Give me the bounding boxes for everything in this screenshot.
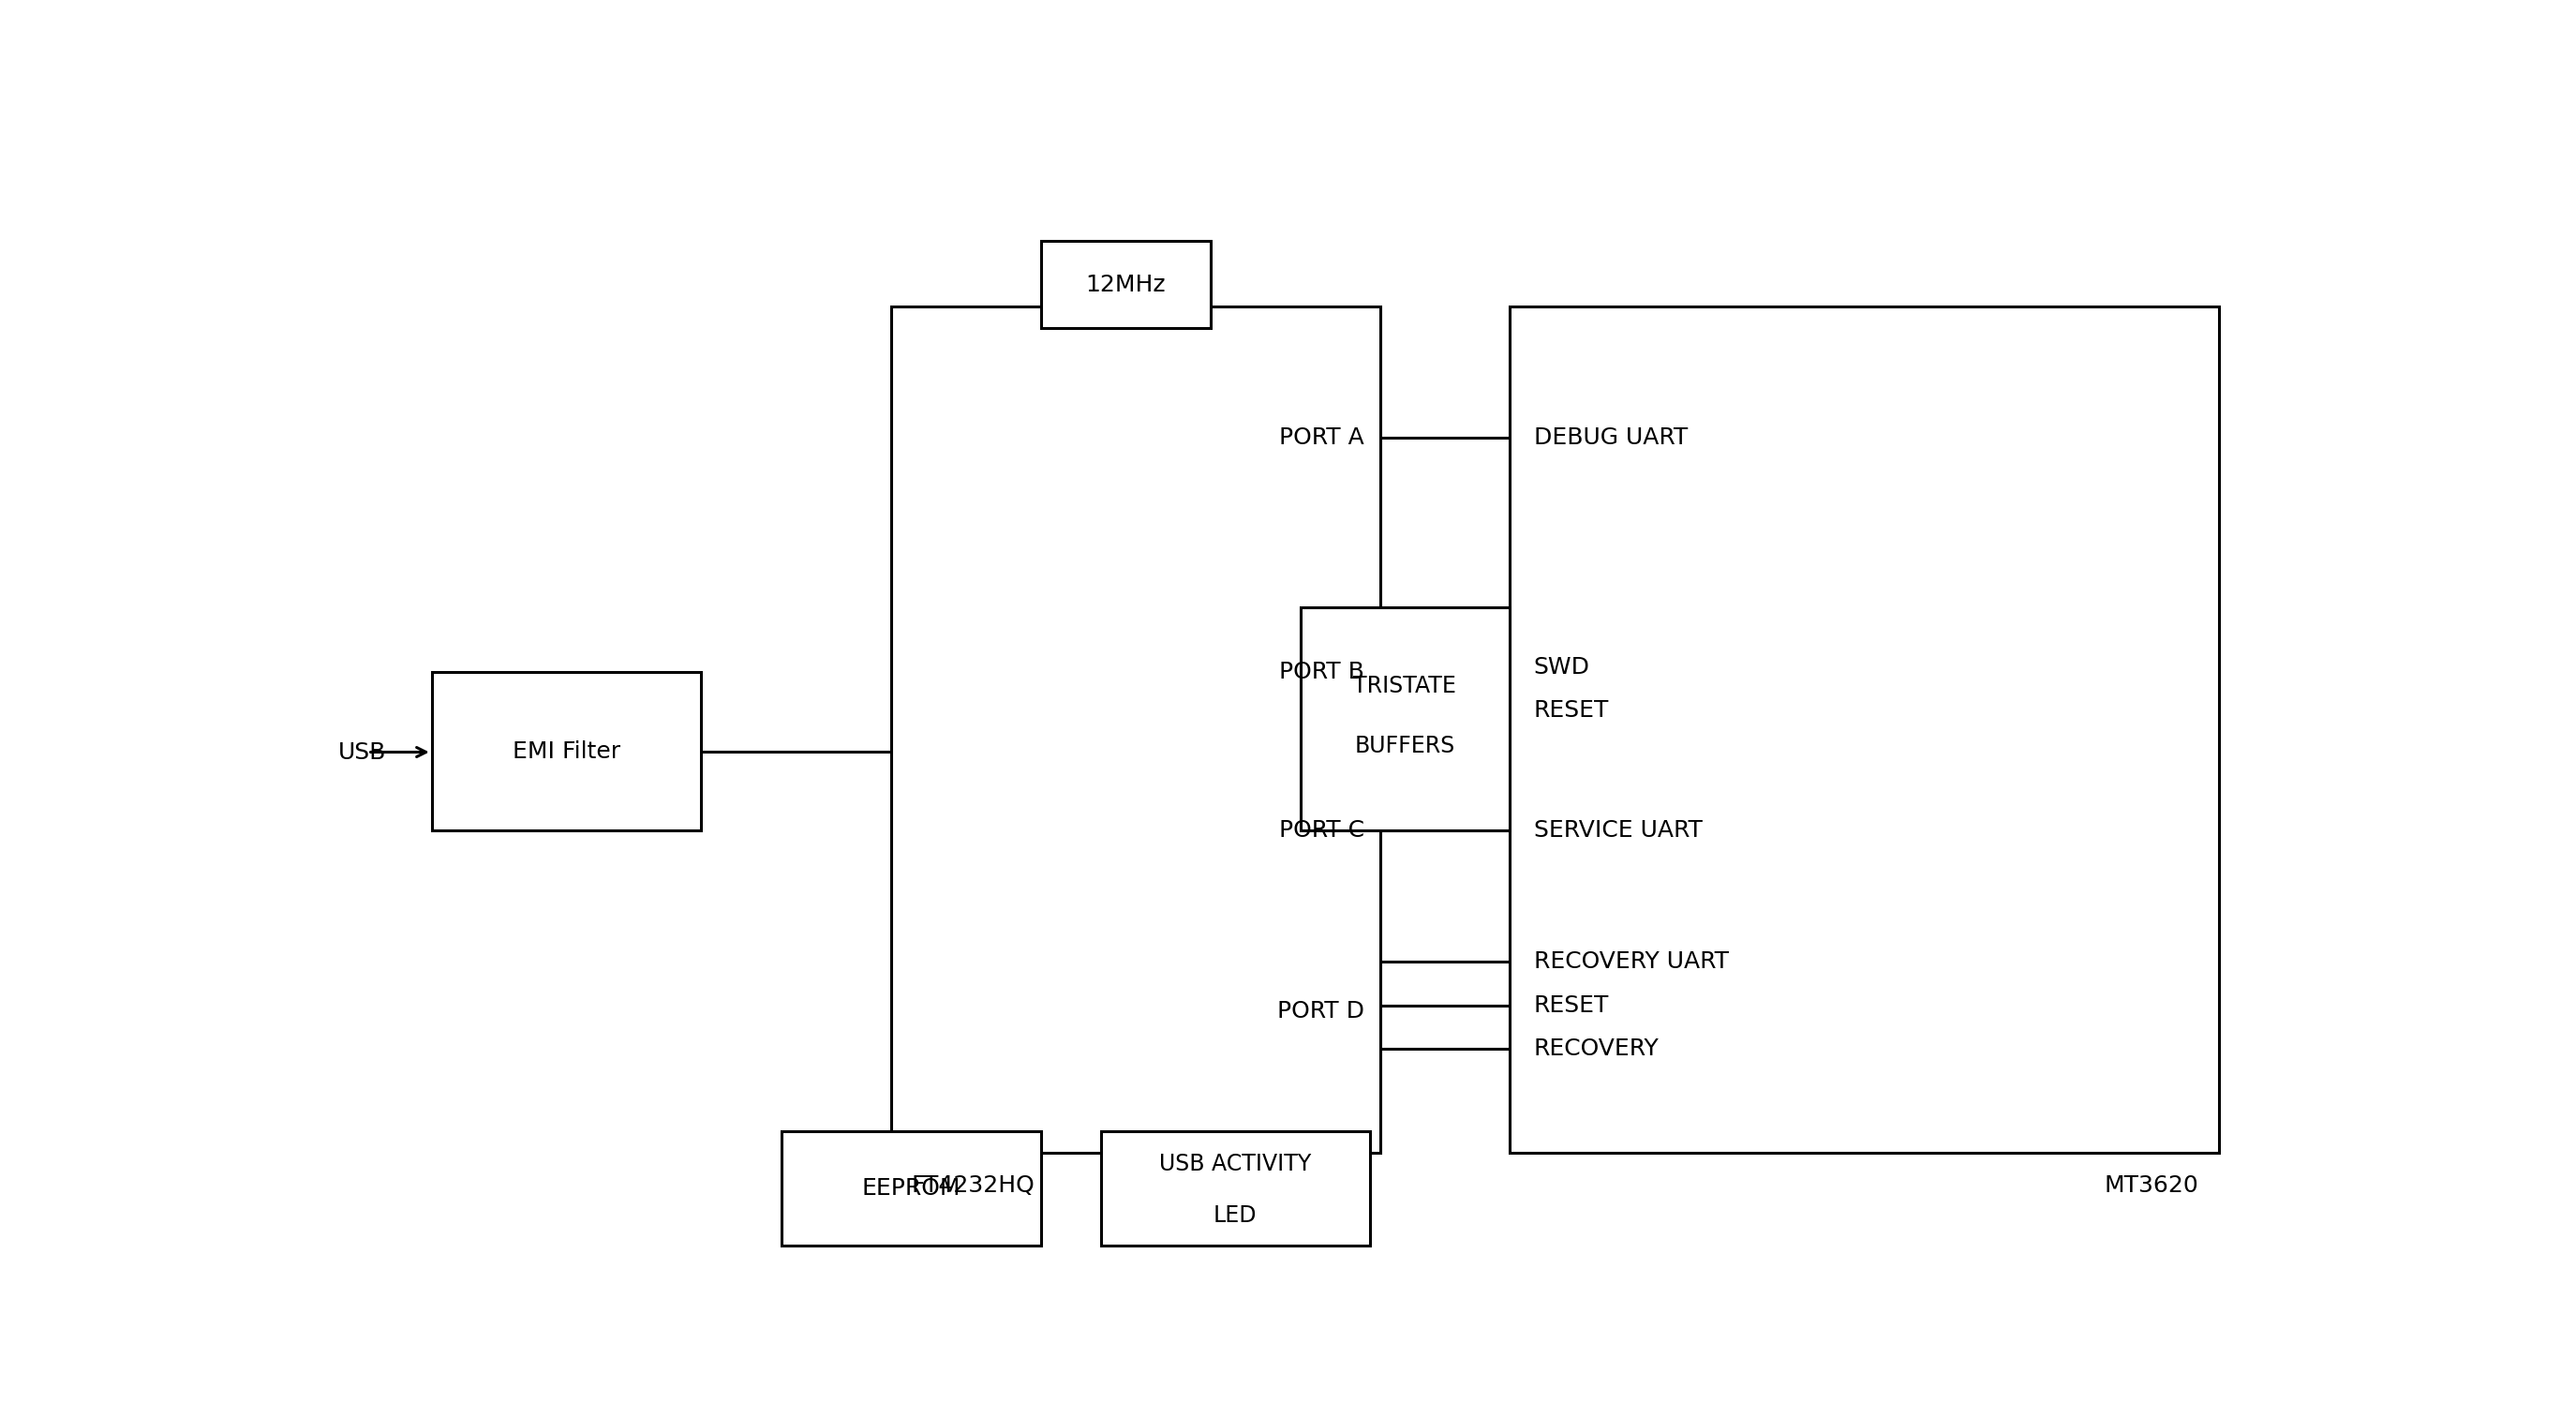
- Bar: [1100, 1132, 1370, 1245]
- Text: MT3620: MT3620: [2105, 1174, 2197, 1197]
- Text: EEPROM: EEPROM: [860, 1177, 961, 1200]
- Text: USB: USB: [337, 740, 386, 763]
- Text: RESET: RESET: [1533, 994, 1610, 1017]
- Bar: [891, 306, 1381, 1153]
- Text: RECOVERY: RECOVERY: [1533, 1038, 1659, 1061]
- Bar: [1510, 306, 2218, 1153]
- Text: LED: LED: [1213, 1204, 1257, 1227]
- Text: PORT B: PORT B: [1278, 661, 1365, 683]
- Text: PORT A: PORT A: [1280, 427, 1365, 450]
- Text: RECOVERY UART: RECOVERY UART: [1533, 950, 1728, 973]
- Text: USB ACTIVITY: USB ACTIVITY: [1159, 1153, 1311, 1176]
- Bar: [781, 1132, 1041, 1245]
- Bar: [1301, 607, 1510, 831]
- Text: PORT C: PORT C: [1278, 820, 1365, 842]
- Text: PORT D: PORT D: [1278, 1000, 1365, 1022]
- Text: EMI Filter: EMI Filter: [513, 740, 621, 763]
- Text: FT4232HQ: FT4232HQ: [912, 1174, 1036, 1197]
- Bar: [433, 672, 701, 831]
- Text: RESET: RESET: [1533, 699, 1610, 722]
- Text: SWD: SWD: [1533, 655, 1589, 678]
- Text: 12MHz: 12MHz: [1084, 274, 1167, 296]
- Text: TRISTATE: TRISTATE: [1352, 675, 1455, 698]
- Text: SERVICE UART: SERVICE UART: [1533, 820, 1703, 842]
- Text: BUFFERS: BUFFERS: [1355, 735, 1455, 757]
- Bar: [1041, 241, 1211, 329]
- Text: DEBUG UART: DEBUG UART: [1533, 427, 1687, 450]
